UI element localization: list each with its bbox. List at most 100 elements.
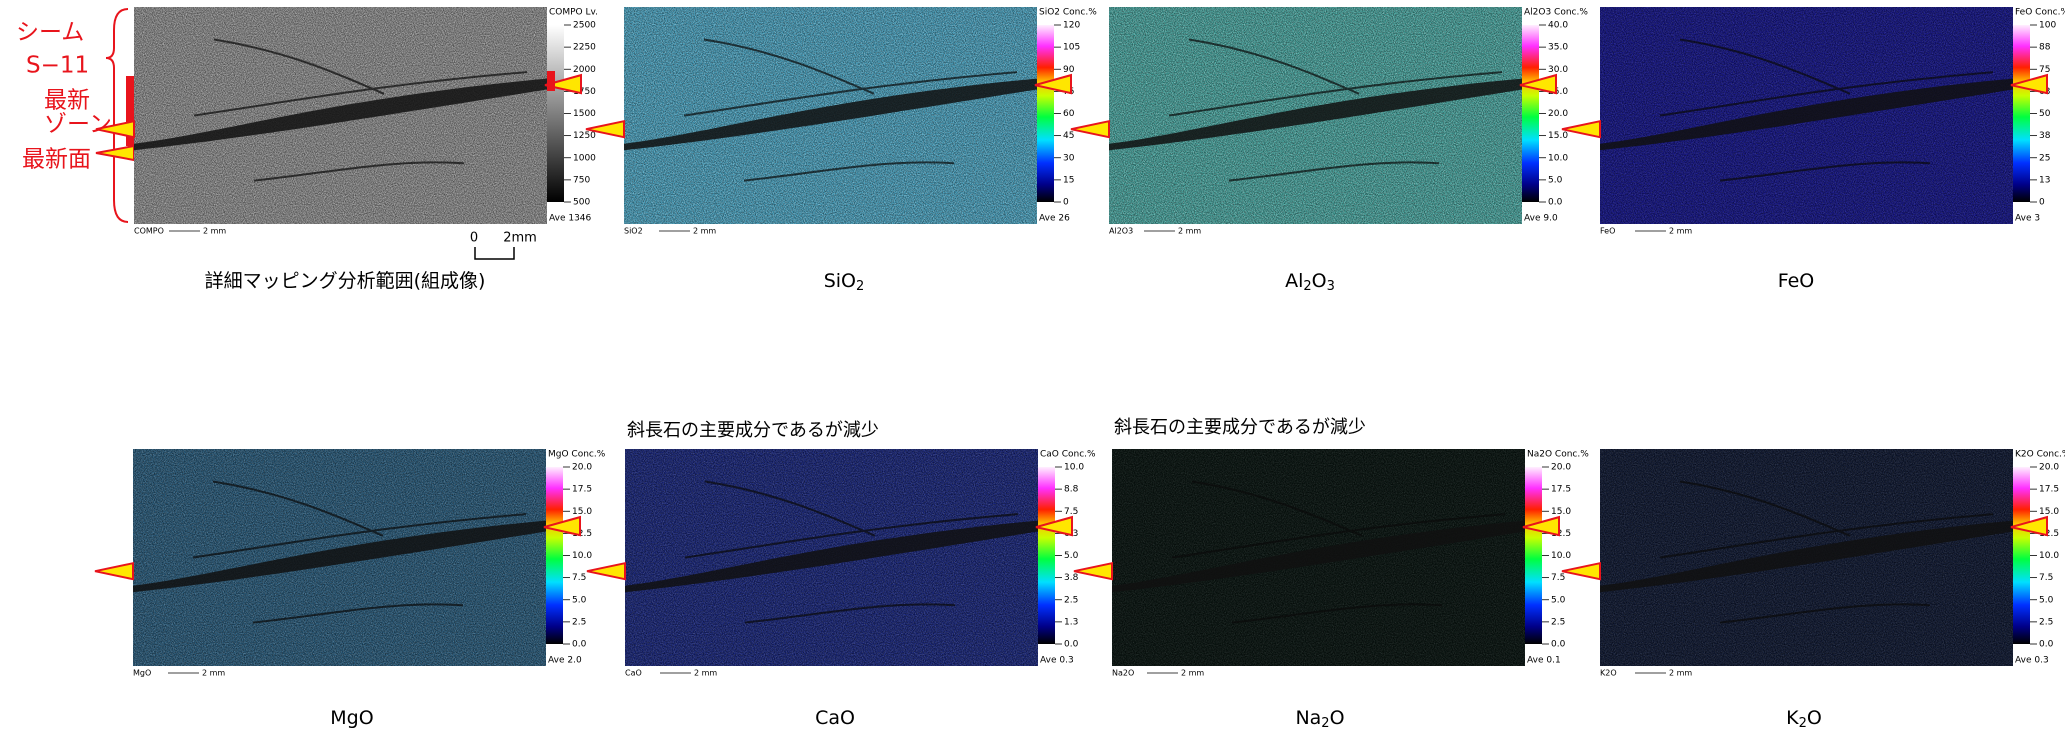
legend-tick-label: 7.5: [2039, 573, 2053, 583]
legend-tick-label: 15.0: [572, 507, 592, 517]
legend-tick-label: 1000: [573, 153, 596, 163]
legend-header: COMPO Lv.: [549, 8, 598, 18]
caption-part: FeO: [1778, 270, 1815, 292]
scale-label: 2 mm: [1669, 227, 1692, 236]
marker-bar: [547, 71, 555, 91]
legend-tick-label: 25.0: [1548, 87, 1568, 97]
legend-tick-label: 5.0: [2039, 595, 2054, 605]
marker: [586, 561, 626, 581]
map-label: FeO: [1600, 227, 1615, 236]
caption-part: Al: [1285, 270, 1303, 292]
color-bar: [1037, 25, 1054, 202]
average: Ave 0.3: [2015, 656, 2049, 666]
scale-label: 2 mm: [203, 227, 226, 236]
crack: [1168, 38, 1503, 182]
marker: [1073, 561, 1113, 581]
map-label: CaO: [625, 669, 642, 678]
caption: K2O: [1786, 707, 1822, 731]
scale-label: 2 mm: [693, 227, 716, 236]
legend-tick-label: 30.0: [1548, 65, 1568, 75]
map-label: SiO2: [624, 227, 643, 236]
scale-label: 2 mm: [202, 669, 225, 678]
legend-tick-label: 750: [573, 175, 590, 185]
legend-tick-label: 105: [1063, 43, 1080, 53]
map-panel: COMPO Lv. 2500 2250 2000 1750 1500 1250 1000 750…: [95, 7, 598, 292]
legend-tick-label: 12.5: [572, 529, 592, 539]
legend-tick-label: 0.0: [572, 640, 587, 650]
crack: [625, 520, 1038, 593]
map-panel: MgO Conc.% 20.0 17.5 15.0 12.5 10.0 7.5 5.0 2.5 0…: [94, 449, 606, 729]
marker: [585, 119, 625, 139]
average: Ave 0.3: [1040, 656, 1074, 666]
legend-header: Al2O3 Conc.%: [1524, 8, 1588, 18]
caption-part: O: [1807, 707, 1822, 729]
legend-tick-label: 0.0: [2039, 640, 2054, 650]
zone-label: 最新: [44, 88, 90, 114]
scale-label: 2 mm: [1181, 669, 1204, 678]
crack: [624, 78, 1037, 151]
caption: MgO: [330, 707, 373, 729]
scale-bar: [474, 247, 515, 260]
legend-tick-label: 15.0: [1548, 131, 1568, 141]
caption: FeO: [1778, 270, 1815, 292]
marker: [2010, 515, 2048, 537]
legend-tick-label: 45: [1063, 131, 1074, 141]
legend-header: Na2O Conc.%: [1527, 450, 1589, 460]
caption-part: Na: [1295, 707, 1321, 729]
crack: [1659, 38, 1994, 182]
crack: [1659, 480, 1994, 624]
crack: [1112, 520, 1525, 593]
note: 斜長石の主要成分であるが減少: [1114, 417, 1366, 438]
scale-length: 2mm: [503, 231, 537, 246]
caption-part: CaO: [815, 707, 855, 729]
caption-part: 2: [1799, 716, 1807, 731]
crack: [1600, 520, 2013, 593]
average: Ave 9.0: [1524, 214, 1558, 224]
legend-tick-label: 5.0: [572, 595, 587, 605]
crack: [134, 78, 547, 151]
legend-tick-label: 2.5: [1551, 617, 1565, 627]
bracket: [105, 8, 129, 223]
legend-tick-label: 15.0: [1551, 507, 1571, 517]
legend-tick-label: 7.5: [1064, 507, 1078, 517]
color-bar: [1522, 25, 1539, 202]
legend-tick-label: 12.5: [2039, 529, 2059, 539]
map-label: MgO: [133, 669, 151, 678]
legend-tick-label: 0: [1063, 198, 1069, 208]
legend-tick-label: 1750: [573, 87, 596, 97]
panels: COMPO Lv.2500225020001750150012501000750…: [94, 7, 2065, 731]
caption-part: 3: [1327, 279, 1335, 294]
legend-header: CaO Conc.%: [1040, 450, 1096, 460]
caption-part: O: [1312, 270, 1327, 292]
note: 斜長石の主要成分であるが減少: [627, 420, 879, 441]
crack: [192, 480, 527, 624]
average: Ave 3: [2015, 214, 2040, 224]
legend-tick-label: 7.5: [572, 573, 586, 583]
color-bar: [2013, 25, 2030, 202]
crack: [683, 38, 1018, 182]
zone-label: ゾーン: [44, 112, 112, 138]
legend-tick-label: 35.0: [1548, 43, 1568, 53]
marker: [94, 561, 134, 581]
legend-tick-label: 30: [1063, 153, 1075, 163]
legend-tick-label: 10.0: [1064, 463, 1084, 473]
average: Ave 2.0: [548, 656, 582, 666]
legend-tick-label: 17.5: [2039, 485, 2059, 495]
legend-tick-label: 50: [2039, 109, 2051, 119]
map-panel: Na2O Conc.%20.017.515.012.510.07.55.02.5…: [1073, 449, 1589, 731]
caption: SiO2: [824, 270, 865, 294]
map-label: K2O: [1600, 669, 1617, 678]
legend-tick-label: 8.8: [1064, 485, 1079, 495]
marker: [1561, 561, 1601, 581]
legend-tick-label: 1500: [573, 109, 596, 119]
map-label: Na2O: [1112, 669, 1134, 678]
marker: [1561, 119, 1601, 139]
caption-part: 2: [856, 279, 864, 294]
seam-id: S−11: [26, 53, 89, 79]
marker: [543, 515, 581, 537]
legend-tick-label: 2.5: [572, 617, 586, 627]
marker: [1034, 73, 1072, 95]
crack: [1109, 78, 1522, 151]
legend-tick-label: 90: [1063, 65, 1075, 75]
